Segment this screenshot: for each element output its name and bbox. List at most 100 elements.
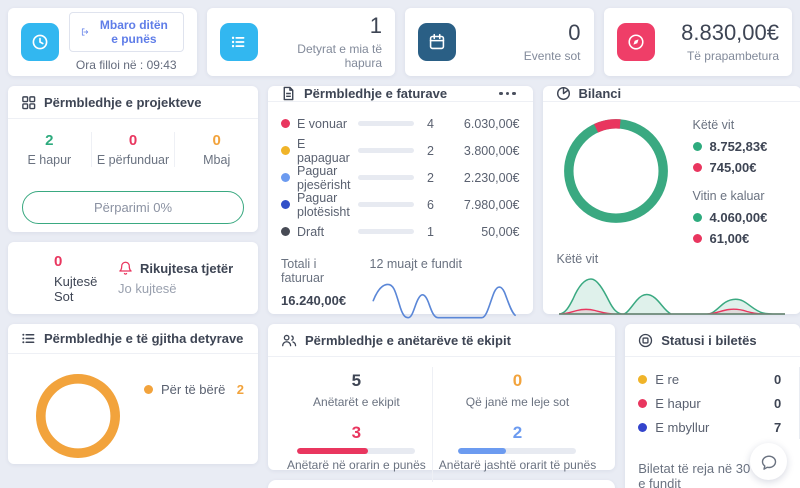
next-reminder-title: Rikujtesa tjetër (140, 260, 234, 276)
overdue-value: 8.830,00€ (681, 20, 779, 46)
more-options-icon[interactable] (495, 88, 520, 100)
new-dot (638, 374, 648, 384)
team-leave-block: 0 Që janë me leje sot (433, 367, 602, 419)
ticket-open-label: E hapur (655, 395, 701, 411)
projects-finished-label: E përfunduar (96, 153, 170, 167)
ticket-row-closed: E mbyllur 7 (638, 415, 785, 439)
end-workday-button[interactable]: Mbaro ditën e punës (69, 12, 184, 52)
invoice-amount: 6.030,00€ (463, 116, 520, 131)
overdue-card: 8.830,00€ Të prapambetura (603, 8, 792, 76)
invoices-summary-card: Përmbledhje e faturave E vonuar 4 6.030,… (268, 86, 533, 319)
all-tasks-title: Përmbledhje e të gjitha detyrave (44, 331, 244, 346)
ticket-status-card: Statusi i biletës E re 0 E hapur 0 E mby… (625, 324, 800, 488)
balance-chart-label: Këtë vit (556, 252, 599, 266)
closed-dot (638, 422, 648, 432)
projects-hold-label: Mbaj (203, 153, 231, 167)
my-tasks-value: 1 (369, 13, 382, 39)
chat-bubble-icon (761, 455, 776, 470)
status-dot (281, 200, 290, 209)
invoice-mini-bar (357, 148, 414, 153)
team-clocked-out-label: Anëtarë jashtë orarit të punës (438, 458, 597, 472)
team-clocked-in-block: 3 Anëtarë në orarin e punës (281, 419, 433, 482)
ticket-icon (639, 333, 653, 347)
last-year-expense-value: 61,00€ (709, 231, 750, 246)
projects-summary-card: Përmbledhje e projekteve 2 E hapur 0 E p… (8, 86, 258, 232)
this-year-expense: 745,00€ (692, 160, 768, 175)
status-dot (281, 119, 290, 128)
task-list-icon (219, 23, 258, 61)
projects-open-label: E hapur (27, 153, 72, 167)
this-year-label: Këtë vit (692, 118, 735, 132)
invoice-mini-bar (357, 202, 414, 207)
ticket-legend: E re 0 E hapur 0 E mbyllur 7 (638, 367, 800, 439)
this-year-income-value: 8.752,83€ (709, 139, 768, 154)
ticket-open-value: 0 (773, 395, 782, 411)
invoice-row-draft: Draft 1 50,00€ (281, 218, 520, 245)
my-tasks-label: Detyrat e mia të hapura (297, 41, 382, 70)
this-year-expense-value: 745,00€ (709, 160, 757, 175)
invoice-row-overdue: E vonuar 4 6.030,00€ (281, 110, 520, 137)
events-label: Evente sot (523, 48, 581, 63)
ticket-new-value: 0 (773, 371, 782, 387)
reminders-today-value: 0 (54, 252, 63, 270)
ticket-row-new: E re 0 (638, 367, 785, 391)
new-tickets-chart-label: Biletat të reja në 30 ditët e fundit (638, 461, 779, 488)
next-reminder-value: Jo kujtesë (118, 280, 177, 296)
invoice-total-label: Totali i faturuar (281, 257, 325, 285)
pie-chart-icon (556, 86, 570, 101)
invoice-12-month-sparkline (371, 283, 516, 319)
reminders-today-label: Kujtesë Sot (54, 273, 98, 304)
reminders-card: 0 Kujtesë Sot Rikujtesa tjetër Jo kujtes… (8, 242, 258, 314)
income-dot (692, 142, 702, 151)
projects-open-value: 2 (45, 132, 54, 149)
end-workday-label: Mbaro ditën e punës (99, 18, 168, 46)
team-summary-card: Përmbledhje e anëtarëve të ekipit 5 Anët… (268, 324, 616, 482)
invoice-amount: 3.800,00€ (463, 143, 520, 158)
status-dot (281, 227, 290, 236)
invoice-status-label: E vonuar (297, 116, 348, 131)
top-stat-row: Mbaro ditën e punës Ora filloi në : 09:4… (8, 8, 792, 76)
clocked-in-bar (297, 448, 416, 454)
events-value: 0 (568, 20, 581, 46)
status-dot (281, 173, 290, 182)
next-card-peek (268, 480, 616, 488)
workday-card: Mbaro ditën e punës Ora filloi në : 09:4… (8, 8, 197, 76)
ticket-row-open: E hapur 0 (638, 391, 785, 415)
last-year-expense: 61,00€ (692, 231, 768, 246)
invoice-total-value: 16.240,00€ (281, 293, 347, 308)
invoice-file-icon (283, 86, 294, 101)
work-start-time: Ora filloi në : 09:43 (75, 58, 177, 72)
invoice-chart-label: 12 muajt e fundit (369, 257, 462, 271)
projects-title: Përmbledhje e projekteve (44, 94, 202, 110)
invoice-amount: 2.230,00€ (463, 170, 520, 185)
invoice-count: 2 (427, 143, 434, 158)
team-title: Përmbledhje e anëtarëve të ekipit (305, 332, 511, 348)
projects-finished-value: 0 (128, 132, 138, 149)
projects-stats: 2 E hapur 0 E përfunduar 0 Mbaj (8, 119, 258, 177)
last-year-income-value: 4.060,00€ (709, 210, 768, 225)
invoice-status-label: Paguar plotësisht (297, 190, 350, 219)
open-dot (638, 398, 648, 408)
all-tasks-card: Përmbledhje e të gjitha detyrave Për të … (8, 324, 258, 464)
progress-button[interactable]: Përparimi 0% (22, 191, 244, 224)
team-clocked-out-value: 2 (512, 423, 523, 442)
invoice-count: 4 (427, 116, 434, 131)
invoice-row-unpaid: E papaguar 2 3.800,00€ (281, 137, 520, 165)
calendar-icon (418, 23, 456, 61)
team-total-block: 5 Anëtarët e ekipit (281, 367, 433, 419)
ticket-status-title: Statusi i biletës (661, 332, 757, 348)
chat-button[interactable] (750, 443, 787, 480)
balance-title: Bilanci (578, 86, 622, 101)
main-row-2: Përmbledhje e projekteve 2 E hapur 0 E p… (8, 86, 800, 319)
todo-value: 2 (236, 382, 244, 397)
invoice-status-label: Paguar pjesërisht (297, 163, 351, 192)
todo-label: Për të bërë (161, 382, 226, 397)
invoice-count: 2 (427, 170, 434, 185)
todo-dot (144, 385, 153, 394)
my-tasks-card: 1 Detyrat e mia të hapura (206, 8, 395, 76)
grid-icon (22, 95, 36, 109)
team-clocked-in-label: Anëtarë në orarin e punës (287, 458, 426, 472)
team-leave-value: 0 (512, 371, 523, 390)
team-clocked-in-value: 3 (351, 423, 362, 442)
